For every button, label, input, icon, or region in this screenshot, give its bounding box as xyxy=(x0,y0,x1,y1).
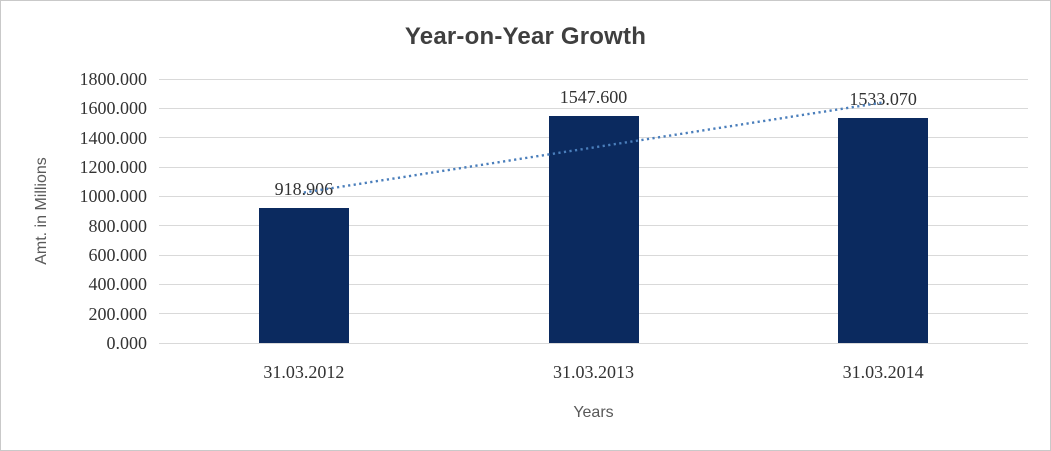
chart-title: Year-on-Year Growth xyxy=(404,23,647,50)
x-axis-tick-label: 31.03.2012 xyxy=(263,362,345,382)
x-axis-title: Years xyxy=(573,404,614,421)
bar xyxy=(548,116,639,343)
y-axis-tick-label: 1000.000 xyxy=(79,186,148,207)
y-axis-tick-label: 600.000 xyxy=(88,245,148,265)
bar-value-label: 1533.070 xyxy=(849,89,917,110)
bar xyxy=(838,118,929,343)
bar-value-label: 918.906 xyxy=(274,179,334,200)
bar-value-label: 1547.600 xyxy=(559,87,628,108)
bar xyxy=(258,208,349,343)
y-axis-tick-label: 800.000 xyxy=(88,215,148,236)
gridline xyxy=(159,342,1028,344)
x-axis-tick-label: 31.03.2013 xyxy=(553,362,634,382)
y-axis-tick-label: 1600.000 xyxy=(79,98,148,119)
y-axis-tick-label: 0.000 xyxy=(106,333,148,353)
y-axis-tick-label: 1800.000 xyxy=(79,69,148,89)
y-axis-tick-label: 1200.000 xyxy=(79,157,148,177)
x-axis-tick-label: 31.03.2014 xyxy=(842,362,924,382)
gridline xyxy=(159,78,1028,80)
y-axis-tick-label: 400.000 xyxy=(88,274,148,295)
y-axis-title: Amt. in Millions xyxy=(33,157,50,265)
y-axis-tick-label: 200.000 xyxy=(88,303,148,324)
y-axis-tick-label: 1400.000 xyxy=(79,127,148,148)
